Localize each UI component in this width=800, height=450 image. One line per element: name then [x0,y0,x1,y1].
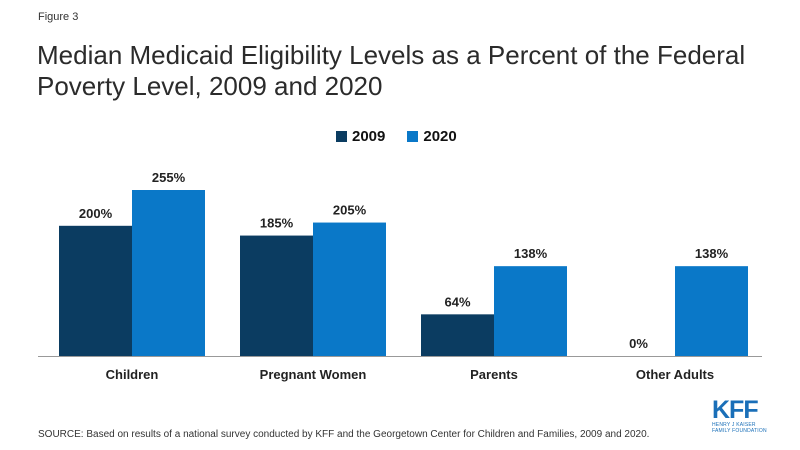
legend-label-2009: 2009 [352,128,386,145]
bar-parents-2020 [494,266,567,356]
figure-label: Figure 3 [38,11,79,23]
kff-logo: KFF HENRY J KAISER FAMILY FOUNDATION [712,396,772,435]
bar-chart: 200% 255% Children 185% 205% Pregnant Women 64… [38,170,762,382]
data-label-children-2009: 200% [79,206,113,221]
logo-mark: KFF [712,396,759,424]
legend-swatch-2009 [336,131,347,142]
chart-title: Median Medicaid Eligibility Levels as a … [37,40,746,101]
data-label-parents-2020: 138% [514,246,548,261]
bar-children-2020 [132,190,205,356]
data-label-other-adults-2009: 0% [629,336,648,351]
source-note: SOURCE: Based on results of a national s… [38,429,650,440]
legend-swatch-2020 [407,131,419,142]
logo-subtitle-2: FAMILY FOUNDATION [712,428,767,434]
legend-item-2020: 2020 [407,128,457,145]
legend: 2009 2020 [336,128,457,145]
legend-item-2009: 2009 [336,128,385,145]
data-label-parents-2009: 64% [444,294,470,309]
bar-pregnant-women-2020 [313,222,386,356]
bar-children-2009 [59,225,132,356]
legend-label-2020: 2020 [423,128,457,145]
bar-parents-2009 [421,314,494,356]
bar-other-adults-2020 [675,266,748,356]
data-label-other-adults-2020: 138% [695,246,729,261]
category-label-other-adults: Other Adults [636,367,714,382]
logo-subtitle-1: HENRY J KAISER [712,422,756,428]
bar-pregnant-women-2009 [240,235,313,356]
category-label-children: Children [106,367,159,382]
data-label-pregnant-women-2020: 205% [333,203,367,218]
category-label-parents: Parents [470,367,518,382]
data-label-pregnant-women-2009: 185% [260,216,294,231]
category-label-pregnant-women: Pregnant Women [260,367,367,382]
data-label-children-2020: 255% [152,170,186,185]
